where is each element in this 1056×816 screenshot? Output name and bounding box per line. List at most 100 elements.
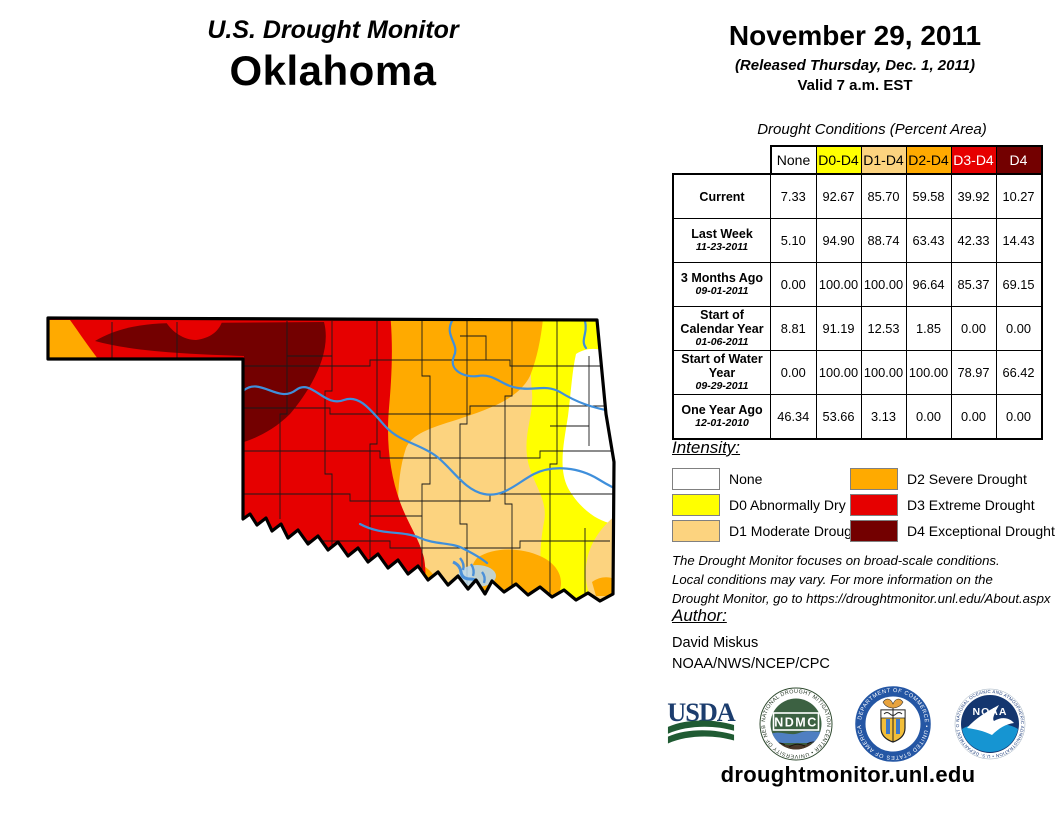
table-cell: 78.97 <box>950 350 997 395</box>
table-row-start-of-water-year: Start of Water Year 09-29-2011 0.00 100.00 1… <box>672 350 1043 395</box>
table-cell: 0.00 <box>905 394 952 440</box>
row-label: One Year Ago 12-01-2010 <box>672 394 771 440</box>
state-border <box>46 316 616 603</box>
legend-item-d2-severe-drought: D2 Severe Drought <box>850 468 1055 490</box>
row-date: 09-29-2011 <box>695 380 749 393</box>
legend-swatch <box>850 494 898 516</box>
author-block: Author: David Miskus NOAA/NWS/NCEP/CPC <box>672 606 830 672</box>
table-cell: 0.00 <box>770 262 817 307</box>
table-cell: 0.00 <box>995 306 1043 351</box>
table-cell: 92.67 <box>815 173 862 219</box>
table-cell: 8.81 <box>770 306 817 351</box>
table-cell: 63.43 <box>905 218 952 263</box>
table-cell: 3.13 <box>860 394 907 440</box>
valid-time: Valid 7 a.m. EST <box>797 77 913 94</box>
table-row-current: Current 7.33 92.67 85.70 59.58 39.92 10.27 <box>672 173 1043 219</box>
table-row-last-week: Last Week 11-23-2011 5.10 94.90 88.74 63.43 42… <box>672 218 1043 263</box>
table-cell: 88.74 <box>860 218 907 263</box>
table-cell: 0.00 <box>950 306 997 351</box>
legend-item-d0-abnormally-dry: D0 Abnormally Dry <box>672 494 850 516</box>
table-cell: 46.34 <box>770 394 817 440</box>
table-cell: 53.66 <box>815 394 862 440</box>
disclaimer-line: The Drought Monitor focuses on broad-sca… <box>672 553 1000 568</box>
row-label: Start of Water Year 09-29-2011 <box>672 350 771 395</box>
table-col-header-d1-d4: D1-D4 <box>860 145 907 175</box>
row-label: 3 Months Ago 09-01-2011 <box>672 262 771 307</box>
oklahoma-map-graphic <box>46 316 616 603</box>
row-date: 12-01-2010 <box>695 417 749 430</box>
legend-item-d3-extreme-drought: D3 Extreme Drought <box>850 494 1055 516</box>
table-cell: 39.92 <box>950 173 997 219</box>
state-title: Oklahoma <box>229 47 437 94</box>
drought-conditions-table: None D0-D4 D1-D4 D2-D4 D3-D4 D4 Current 7.33 92… <box>672 145 1043 440</box>
author-org: NOAA/NWS/NCEP/CPC <box>672 656 830 672</box>
row-label: Start of Calendar Year 01-06-2011 <box>672 306 771 351</box>
table-title: Drought Conditions (Percent Area) <box>757 121 987 138</box>
table-cell: 0.00 <box>995 394 1043 440</box>
author-name: David Miskus <box>672 635 759 651</box>
intensity-legend: Intensity: None D0 Abnormally Dry D1 Moder… <box>672 438 1055 544</box>
legend-label: None <box>729 471 763 487</box>
page-title: U.S. Drought Monitor <box>207 16 459 44</box>
usda-logo-icon: USDA <box>667 698 737 744</box>
table-row-one-year-ago: One Year Ago 12-01-2010 46.34 53.66 3.13 0.00… <box>672 394 1043 440</box>
table-header: None D0-D4 D1-D4 D2-D4 D3-D4 D4 <box>673 145 1043 175</box>
table-cell: 12.53 <box>860 306 907 351</box>
table-cell: 7.33 <box>770 173 817 219</box>
noaa-wordmark: NOAA <box>973 706 1008 718</box>
table-cell: 94.90 <box>815 218 862 263</box>
legend-swatch <box>672 468 720 490</box>
row-label: Last Week 11-23-2011 <box>672 218 771 263</box>
legend-item-d1-moderate-drought: D1 Moderate Drought <box>672 520 864 542</box>
table-cell: 100.00 <box>815 350 862 395</box>
legend-swatch <box>850 468 898 490</box>
row-date: 11-23-2011 <box>695 241 749 254</box>
table-cell: 42.33 <box>950 218 997 263</box>
doc-logo: DEPARTMENT OF COMMERCE • UNITED STATES O… <box>855 686 932 767</box>
legend-label: D3 Extreme Drought <box>907 497 1035 513</box>
ndmc-logo-icon: NATIONAL DROUGHT MITIGATION CENTER • UNI… <box>757 683 833 761</box>
table-cell: 59.58 <box>905 173 952 219</box>
legend-item-d4-exceptional-drought: D4 Exceptional Drought <box>850 520 1055 542</box>
oklahoma-drought-map <box>40 296 660 616</box>
legend-swatch <box>850 520 898 542</box>
table-cell: 85.70 <box>860 173 907 219</box>
legend-label: D4 Exceptional Drought <box>907 523 1055 539</box>
legend-title: Intensity: <box>672 438 741 457</box>
row-label: Current <box>672 173 771 219</box>
row-date: 09-01-2011 <box>695 285 749 298</box>
legend-label: D2 Severe Drought <box>907 471 1027 487</box>
legend-swatch <box>672 494 720 516</box>
table-cell: 91.19 <box>815 306 862 351</box>
row-date: 01-06-2011 <box>695 336 749 349</box>
table-cell: 69.15 <box>995 262 1043 307</box>
table-cell: 10.27 <box>995 173 1043 219</box>
table-cell: 66.42 <box>995 350 1043 395</box>
table-cell: 100.00 <box>815 262 862 307</box>
table-corner-cell <box>673 146 771 174</box>
table-cell: 96.64 <box>905 262 952 307</box>
disclaimer-line: Local conditions may vary. For more info… <box>672 572 993 588</box>
disclaimer-text: The Drought Monitor focuses on broad-sca… <box>672 551 1051 608</box>
usda-logo: USDA <box>666 695 737 758</box>
table-cell: 85.37 <box>950 262 997 307</box>
date-block: November 29, 2011 (Released Thursday, De… <box>688 20 1022 94</box>
table-col-header-none: None <box>769 145 817 175</box>
table-col-header-d3-d4: D3-D4 <box>950 145 997 175</box>
noaa-logo-icon: NATIONAL OCEANIC AND ATMOSPHERIC ADMINIS… <box>952 684 1026 760</box>
website-url: droughtmonitor.unl.edu <box>720 762 976 787</box>
doc-logo-icon: DEPARTMENT OF COMMERCE • UNITED STATES O… <box>855 686 932 762</box>
table-cell: 1.85 <box>905 306 952 351</box>
table-cell: 100.00 <box>860 350 907 395</box>
legend-label: D0 Abnormally Dry <box>729 497 846 513</box>
agency-logos: USDA NATIONAL DROUGHT MITIGATION CENTER … <box>666 683 1026 767</box>
author-title: Author: <box>672 606 727 625</box>
ndmc-wordmark: NDMC <box>774 716 818 730</box>
ndmc-logo: NATIONAL DROUGHT MITIGATION CENTER • UNI… <box>757 683 833 766</box>
table-row-start-of-calendar-year: Start of Calendar Year 01-06-2011 8.81 91.1… <box>672 306 1043 351</box>
map-date: November 29, 2011 <box>728 20 982 51</box>
legend-label: D1 Moderate Drought <box>729 523 864 539</box>
page-header: U.S. Drought Monitor Oklahoma <box>103 16 563 95</box>
county-borders <box>111 321 614 596</box>
